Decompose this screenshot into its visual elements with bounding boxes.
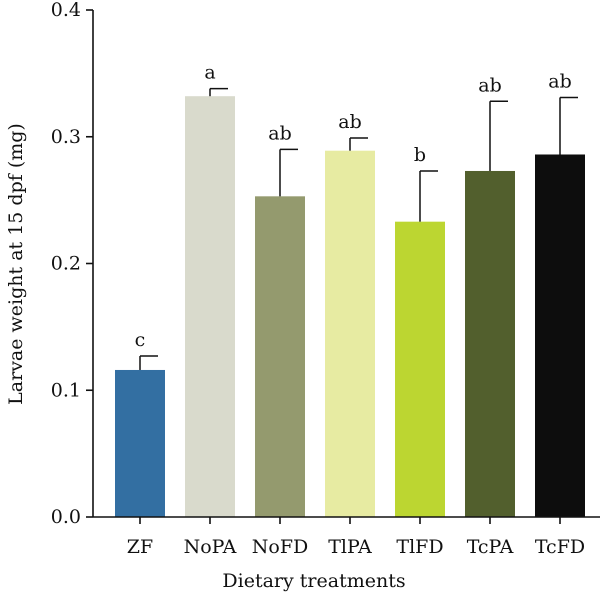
y-axis: 0.0 0.1 0.2 0.3 0.4 <box>51 0 94 528</box>
x-tick-label-tcpa: TcPA <box>467 536 514 558</box>
x-axis-title: Dietary treatments <box>222 570 405 592</box>
x-tick-label-nopa: NoPA <box>184 536 237 558</box>
x-tick-label-nofd: NoFD <box>252 536 308 558</box>
y-tick-label: 0.4 <box>51 0 81 21</box>
significance-label-tlfd: b <box>414 144 426 166</box>
y-tick-label: 0.1 <box>51 379 81 401</box>
x-tick-label-tcfd: TcFD <box>535 536 585 558</box>
bar-tcfd <box>535 154 585 517</box>
significance-label-tlpa: ab <box>338 111 362 133</box>
significance-label-nofd: ab <box>268 122 292 144</box>
error-bars-group <box>139 87 578 370</box>
significance-label-zf: c <box>135 329 146 351</box>
bar-tlpa <box>325 150 375 517</box>
bar-zf <box>115 369 165 517</box>
x-tick-label-tlfd: TlFD <box>396 536 443 558</box>
significance-labels-group: c a ab ab b ab ab <box>135 62 572 351</box>
x-axis: ZF NoPA NoFD TlPA TlFD TcPA TcFD <box>93 516 600 558</box>
bar-tlfd <box>395 221 445 518</box>
bar-nopa <box>185 96 235 517</box>
bar-tcpa <box>465 170 515 517</box>
y-tick-label: 0.3 <box>51 126 81 148</box>
significance-label-tcfd: ab <box>548 70 572 92</box>
y-tick-label: 0.0 <box>51 506 81 528</box>
y-axis-title: Larvae weight at 15 dpf (mg) <box>5 123 27 405</box>
y-tick-label: 0.2 <box>51 253 81 275</box>
bar-nofd <box>255 196 305 517</box>
x-tick-label-tlpa: TlPA <box>328 536 372 558</box>
bars-group <box>115 96 585 518</box>
x-tick-label-zf: ZF <box>127 536 153 558</box>
significance-label-tcpa: ab <box>478 74 502 96</box>
significance-label-nopa: a <box>204 62 215 84</box>
